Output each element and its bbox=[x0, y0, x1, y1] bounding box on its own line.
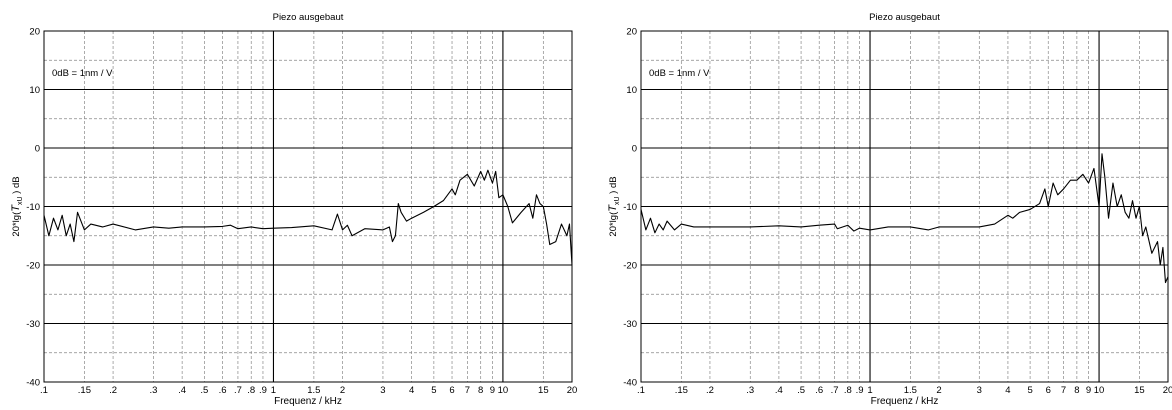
x-tick-label: 1.5 bbox=[307, 385, 320, 396]
x-tick-label: 10 bbox=[498, 385, 509, 396]
x-tick-label: 10 bbox=[1094, 385, 1105, 396]
x-tick-label: .7 bbox=[234, 385, 242, 396]
y-tick-label: 10 bbox=[29, 85, 40, 96]
y-tick-label: 20 bbox=[29, 27, 40, 38]
reference-annotation: 0dB = 1nm / V bbox=[649, 68, 710, 79]
x-tick-label: .6 bbox=[219, 385, 227, 396]
x-tick-label: .15 bbox=[78, 385, 91, 396]
x-tick-label: 9 bbox=[490, 385, 495, 396]
x-tick-label: 15 bbox=[538, 385, 549, 396]
y-axis-label-suffix: ) dB bbox=[608, 176, 619, 196]
y-axis-label: 20*lg(TxU ) dB bbox=[607, 176, 621, 236]
reference-annotation: 0dB = 1nm / V bbox=[52, 68, 113, 79]
y-axis-label-symbol: T bbox=[607, 204, 619, 212]
plot-frame bbox=[43, 30, 573, 383]
x-tick-label: .2 bbox=[706, 385, 714, 396]
x-tick-label: 1 bbox=[271, 385, 276, 396]
x-tick-label: 5 bbox=[1027, 385, 1032, 396]
x-tick-label: 9 bbox=[1086, 385, 1091, 396]
y-tick-label: -10 bbox=[623, 202, 637, 213]
y-tick-label: -30 bbox=[26, 319, 40, 330]
x-tick-label: 6 bbox=[449, 385, 454, 396]
x-tick-label: 1.5 bbox=[904, 385, 917, 396]
y-tick-label: 0 bbox=[35, 144, 40, 155]
x-tick-label: .4 bbox=[178, 385, 186, 396]
x-tick-label: .6 bbox=[815, 385, 823, 396]
x-tick-label: .1 bbox=[637, 385, 645, 396]
data-series-line bbox=[640, 153, 1169, 284]
x-tick-label: 1 bbox=[867, 385, 872, 396]
x-tick-label: 2 bbox=[340, 385, 345, 396]
x-tick-label: 8 bbox=[1074, 385, 1079, 396]
y-axis-label-prefix: 20*lg( bbox=[608, 211, 619, 237]
x-tick-label: .1 bbox=[40, 385, 48, 396]
x-tick-label: 15 bbox=[1134, 385, 1145, 396]
x-tick-label: .2 bbox=[109, 385, 117, 396]
y-tick-label: 10 bbox=[626, 85, 637, 96]
data-series-line bbox=[43, 169, 573, 266]
chart-title: Piezo ausgebaut bbox=[273, 12, 344, 23]
x-tick-label: 4 bbox=[409, 385, 414, 396]
x-tick-label: 8 bbox=[478, 385, 483, 396]
x-tick-label: .8 bbox=[247, 385, 255, 396]
y-tick-label: -30 bbox=[623, 319, 637, 330]
x-axis-label: Frequenz / kHz bbox=[274, 396, 342, 407]
y-tick-label: 20 bbox=[626, 27, 637, 38]
x-tick-label: 6 bbox=[1046, 385, 1051, 396]
chart-title: Piezo ausgebaut bbox=[869, 12, 940, 23]
chart-right: .1.15.2.3.4.5.6.7.8.9 1 1.5 2 3 4 5 6 7 8 9 10 15 20-… bbox=[607, 12, 1172, 407]
x-tick-label: 7 bbox=[1061, 385, 1066, 396]
x-tick-label: .15 bbox=[675, 385, 688, 396]
y-axis-label-suffix: ) dB bbox=[11, 176, 22, 196]
x-tick-label: 4 bbox=[1005, 385, 1010, 396]
plot-frame bbox=[640, 30, 1169, 383]
y-axis-label-symbol: T bbox=[10, 204, 22, 212]
x-tick-label: 3 bbox=[380, 385, 385, 396]
x-tick-label: .3 bbox=[150, 385, 158, 396]
x-tick-label: .9 bbox=[856, 385, 864, 396]
x-tick-label: .7 bbox=[831, 385, 839, 396]
y-tick-label: -20 bbox=[26, 261, 40, 272]
y-tick-label: -40 bbox=[623, 378, 637, 389]
x-tick-label: 20 bbox=[567, 385, 578, 396]
y-tick-label: -10 bbox=[26, 202, 40, 213]
x-tick-label: .4 bbox=[775, 385, 783, 396]
x-tick-label: .3 bbox=[746, 385, 754, 396]
y-tick-label: 0 bbox=[632, 144, 637, 155]
x-tick-label: 3 bbox=[977, 385, 982, 396]
x-tick-label: 20 bbox=[1163, 385, 1172, 396]
y-axis-label-subscript: xU bbox=[17, 196, 24, 205]
y-axis-label: 20*lg(TxU ) dB bbox=[10, 176, 24, 236]
x-tick-label: .8 bbox=[844, 385, 852, 396]
x-tick-label: 2 bbox=[936, 385, 941, 396]
x-tick-label: 5 bbox=[431, 385, 436, 396]
x-tick-label: .9 bbox=[259, 385, 267, 396]
x-tick-label: .5 bbox=[797, 385, 805, 396]
y-axis-label-subscript: xU bbox=[614, 196, 621, 205]
x-axis-label: Frequenz / kHz bbox=[871, 396, 939, 407]
x-tick-label: 7 bbox=[465, 385, 470, 396]
y-axis-label-prefix: 20*lg( bbox=[11, 211, 22, 237]
x-tick-label: .5 bbox=[200, 385, 208, 396]
chart-left: .1.15.2.3.4.5.6.7.8.9 1 1.5 2 3 4 5 6 7 8 9 10 15 20-… bbox=[10, 12, 577, 407]
y-tick-label: -40 bbox=[26, 378, 40, 389]
y-tick-label: -20 bbox=[623, 261, 637, 272]
